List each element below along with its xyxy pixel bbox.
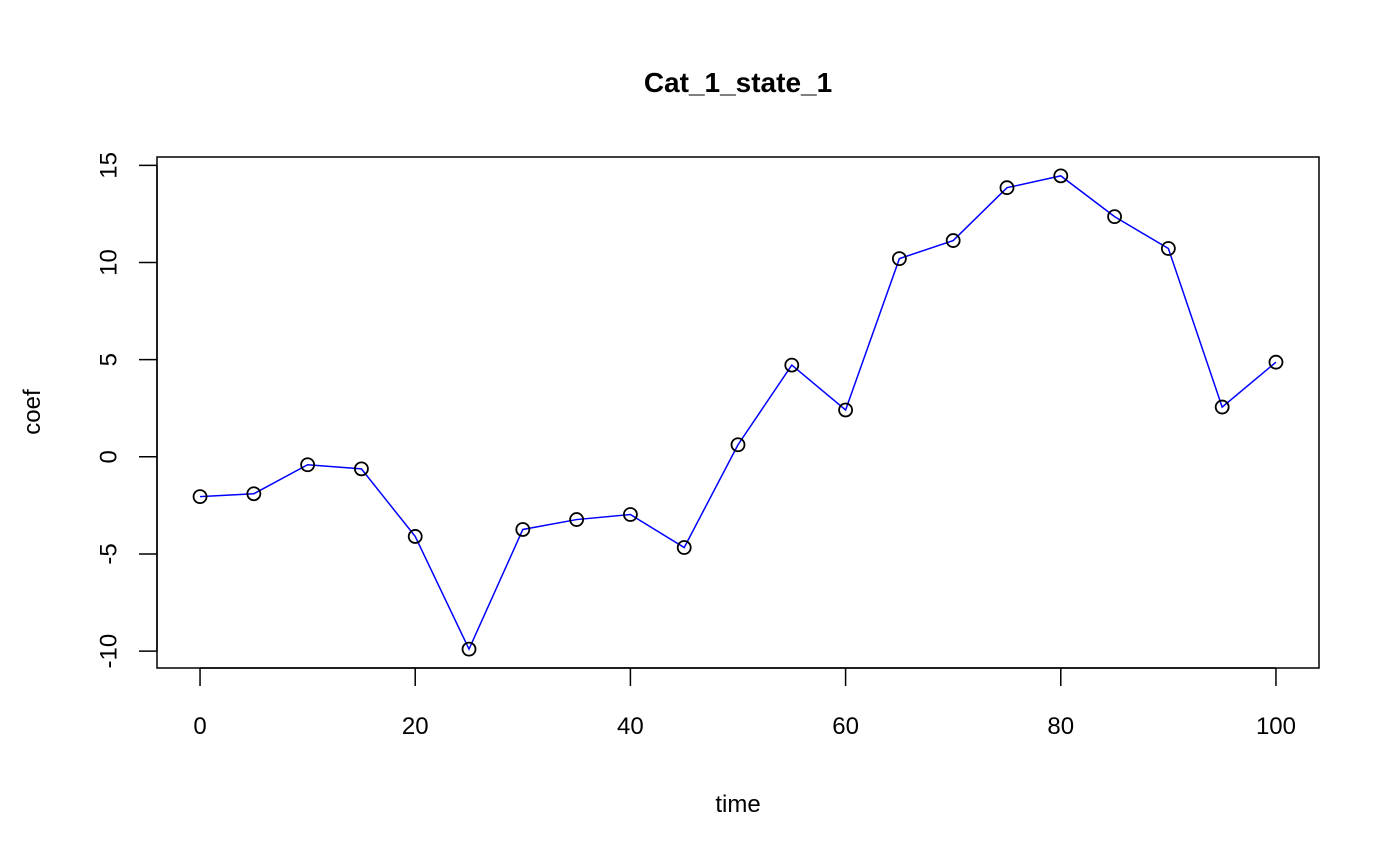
x-tick-label: 0 — [193, 713, 206, 740]
y-tick-label: 10 — [95, 249, 122, 276]
x-tick-label: 60 — [832, 713, 859, 740]
data-point — [999, 180, 1015, 196]
data-point — [784, 357, 800, 373]
data-point — [515, 522, 531, 537]
x-axis-label: time — [715, 791, 760, 818]
data-point — [300, 457, 316, 473]
chart-title: Cat_1_state_1 — [644, 67, 832, 98]
y-tick-label: -10 — [95, 634, 122, 669]
data-point — [676, 540, 692, 555]
y-tick-label: 5 — [95, 353, 122, 366]
series-line — [199, 175, 1277, 651]
data-point — [730, 437, 746, 453]
data-point — [461, 641, 477, 657]
data-point — [838, 402, 853, 418]
data-point — [407, 529, 423, 544]
x-tick-label: 100 — [1256, 713, 1296, 740]
x-tick-label: 80 — [1047, 713, 1074, 740]
x-tick-label: 20 — [402, 713, 429, 740]
y-axis: -10 -5 0 5 10 15 — [95, 152, 158, 669]
data-point — [1160, 241, 1176, 256]
series-group — [192, 168, 1284, 657]
y-tick-label: 0 — [95, 450, 122, 463]
data-point — [891, 251, 907, 267]
data-point — [1268, 354, 1284, 370]
y-axis-label: coef — [19, 389, 46, 435]
x-tick-label: 40 — [617, 713, 644, 740]
data-point — [945, 233, 961, 248]
y-tick-label: 15 — [95, 152, 122, 179]
data-point — [623, 507, 638, 522]
y-tick-label: -5 — [95, 543, 122, 564]
data-point — [354, 461, 369, 477]
data-point — [192, 489, 208, 505]
data-point — [246, 486, 262, 502]
data-point — [1107, 209, 1122, 225]
data-point — [569, 512, 585, 527]
data-point — [1214, 399, 1230, 415]
x-axis: 0 20 40 60 80 100 — [193, 667, 1296, 740]
data-point — [1053, 168, 1069, 184]
